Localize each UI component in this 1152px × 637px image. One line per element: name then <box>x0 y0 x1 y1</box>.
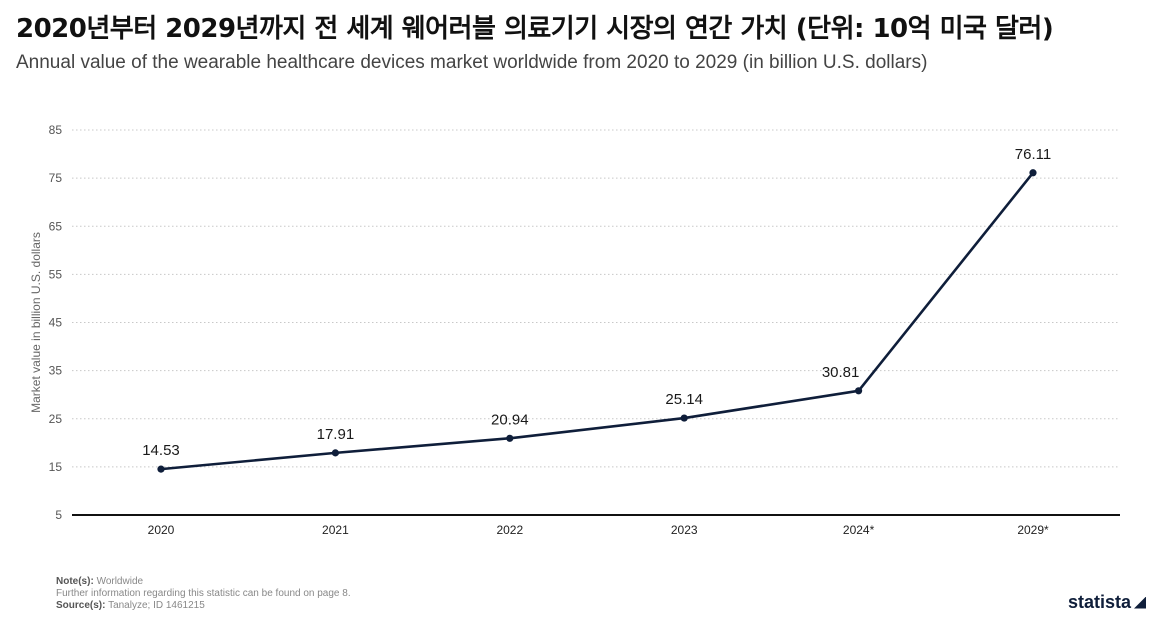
series-line <box>160 171 1035 471</box>
further-info: Further information regarding this stati… <box>56 588 351 599</box>
data-label: 25.14 <box>665 391 703 408</box>
source-line: Source(s): Tanalyze; ID 1461215 <box>56 600 351 612</box>
line-chart: 5 15 25 35 45 55 65 75 85 2020 2021 2022 2023 2024* 20… <box>29 123 1120 537</box>
source-text: Tanalyze; ID 1461215 <box>108 600 205 611</box>
chart-title: 2020년부터 2029년까지 전 세계 웨어러블 의료기기 시장의 연간 가치… <box>16 14 1054 44</box>
x-tick-label: 2021 <box>322 523 349 537</box>
statista-logo[interactable]: statista <box>1068 592 1146 613</box>
y-axis-label: Market value in billion U.S. dollars <box>29 232 43 413</box>
logo-mark-icon <box>1134 596 1146 609</box>
data-point <box>1029 169 1037 177</box>
note-text: Worldwide <box>96 576 144 587</box>
footer-notes: Note(s): Worldwide Further information r… <box>56 576 351 612</box>
y-tick-label: 85 <box>49 123 63 137</box>
y-tick-label: 25 <box>49 412 63 426</box>
y-tick-label: 35 <box>49 364 63 378</box>
y-tick-label: 75 <box>49 171 63 185</box>
note-label: Note(s): <box>56 576 94 587</box>
y-tick-label: 65 <box>49 219 63 233</box>
source-label: Source(s): <box>56 600 106 611</box>
y-tick-label: 55 <box>49 267 63 281</box>
data-label: 76.11 <box>1015 146 1051 163</box>
y-tick-label: 15 <box>49 460 63 474</box>
x-tick-label: 2020 <box>148 523 175 537</box>
logo-text: statista <box>1067 592 1131 612</box>
x-tick-label: 2023 <box>671 523 698 537</box>
chart-subtitle: Annual value of the wearable healthcare … <box>16 52 928 73</box>
data-label: 17.91 <box>317 426 355 443</box>
data-point <box>855 387 863 395</box>
data-point <box>506 434 514 442</box>
data-point <box>157 465 165 473</box>
data-label: 30.81 <box>822 364 860 381</box>
data-label: 20.94 <box>491 411 529 428</box>
data-point <box>680 414 688 422</box>
y-tick-label: 5 <box>55 508 62 522</box>
note-line: Note(s): Worldwide <box>56 576 351 588</box>
data-point <box>331 449 339 457</box>
x-tick-label: 2022 <box>496 523 523 537</box>
x-tick-label: 2029* <box>1017 523 1049 537</box>
data-label: 14.53 <box>142 442 180 459</box>
y-tick-label: 45 <box>49 316 63 330</box>
x-tick-label: 2024* <box>843 523 875 537</box>
